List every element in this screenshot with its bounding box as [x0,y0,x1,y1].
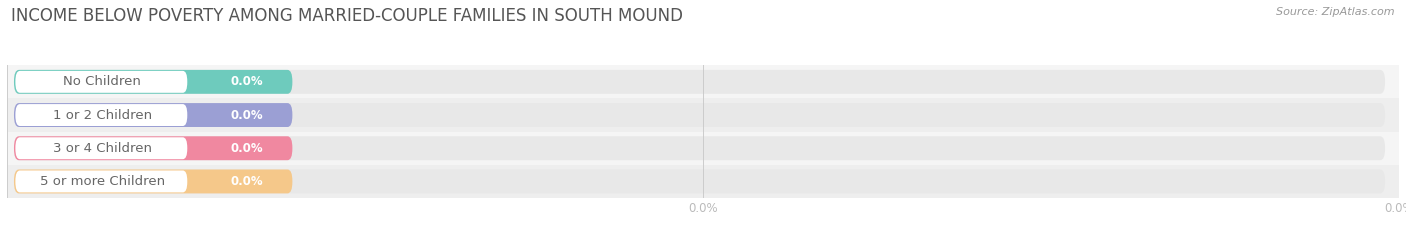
Bar [7,132,1399,165]
FancyBboxPatch shape [15,171,187,192]
Text: 1 or 2 Children: 1 or 2 Children [53,109,152,122]
FancyBboxPatch shape [14,103,292,127]
FancyBboxPatch shape [15,137,187,159]
Text: 0.0%: 0.0% [231,109,263,122]
FancyBboxPatch shape [14,169,292,193]
Text: 0.0%: 0.0% [231,175,263,188]
Bar [7,65,1399,98]
Bar [7,98,1399,132]
Text: 0.0%: 0.0% [231,75,263,88]
FancyBboxPatch shape [14,70,292,94]
Bar [7,165,1399,198]
FancyBboxPatch shape [14,70,1385,94]
Text: INCOME BELOW POVERTY AMONG MARRIED-COUPLE FAMILIES IN SOUTH MOUND: INCOME BELOW POVERTY AMONG MARRIED-COUPL… [11,7,683,25]
FancyBboxPatch shape [14,103,1385,127]
FancyBboxPatch shape [14,136,1385,160]
FancyBboxPatch shape [14,169,1385,193]
FancyBboxPatch shape [15,104,187,126]
FancyBboxPatch shape [15,71,187,93]
Text: No Children: No Children [63,75,142,88]
Text: 5 or more Children: 5 or more Children [39,175,165,188]
Text: Source: ZipAtlas.com: Source: ZipAtlas.com [1277,7,1395,17]
Text: 0.0%: 0.0% [231,142,263,155]
Text: 3 or 4 Children: 3 or 4 Children [53,142,152,155]
FancyBboxPatch shape [14,136,292,160]
